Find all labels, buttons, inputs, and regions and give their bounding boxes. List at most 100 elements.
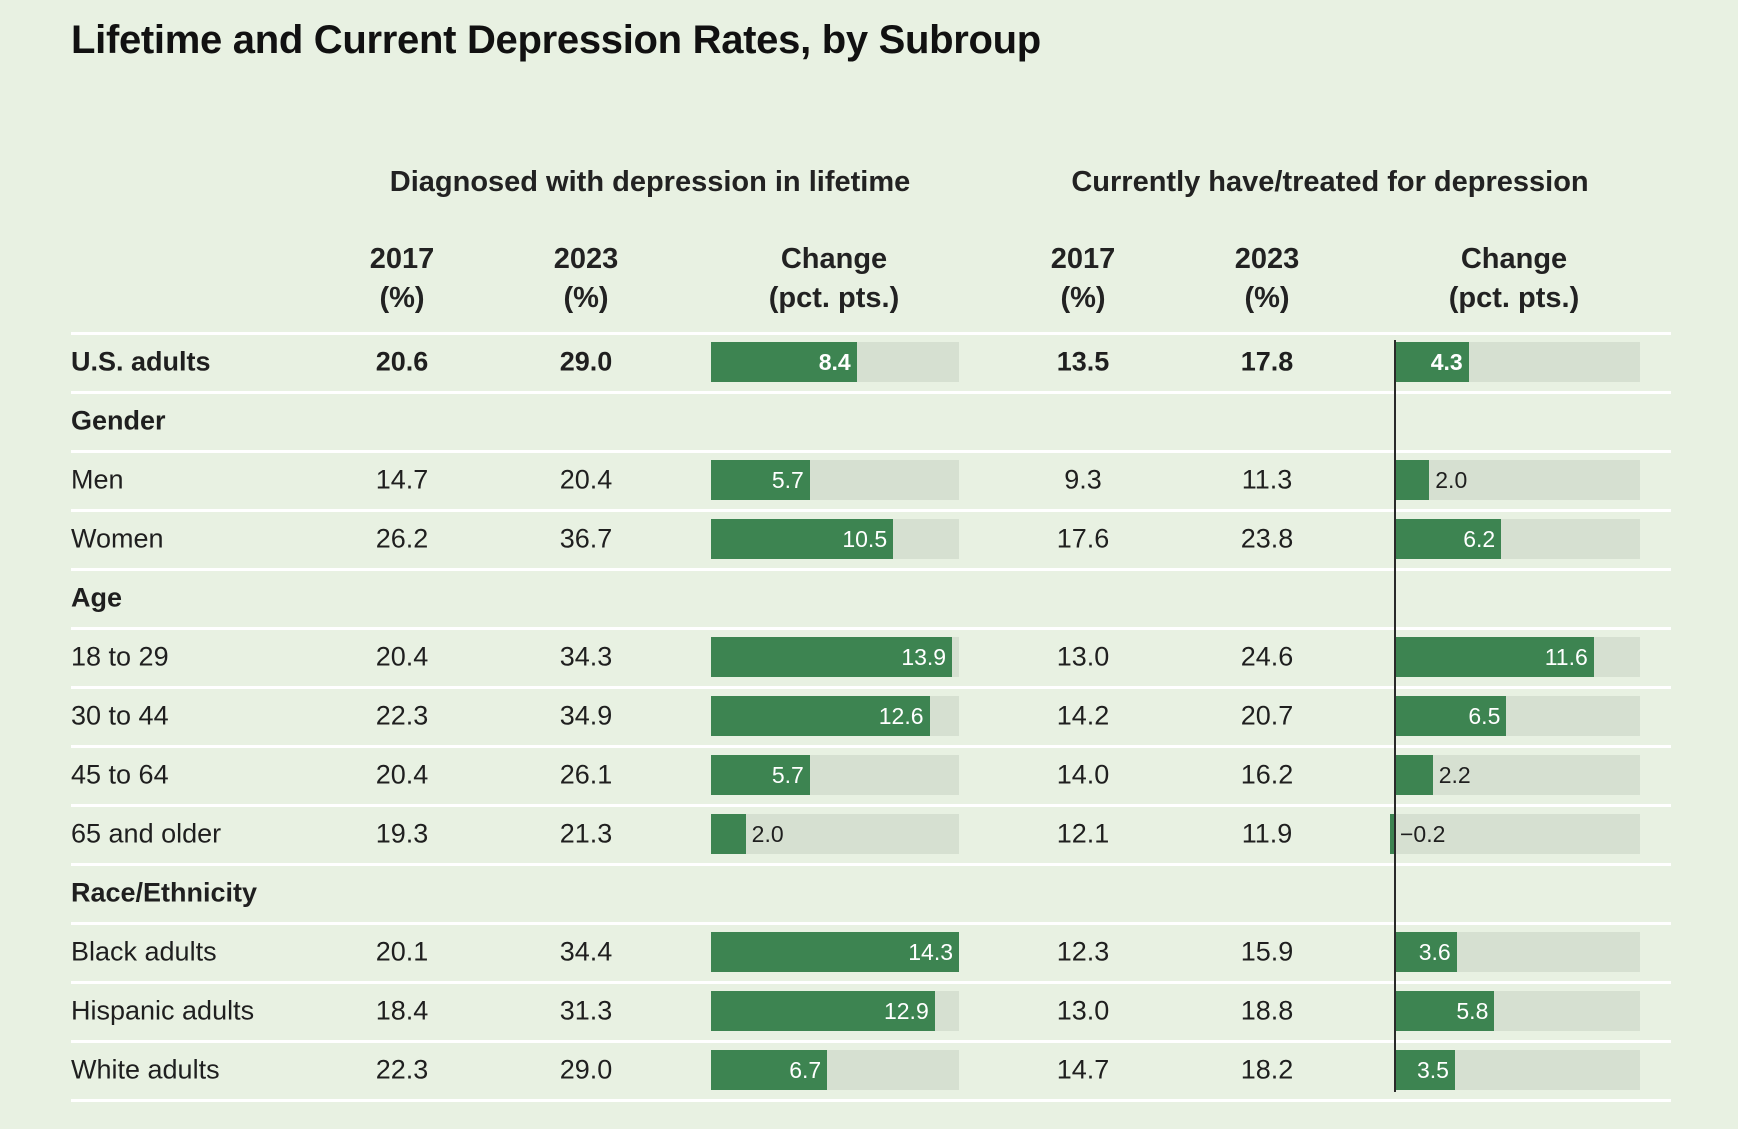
lifetime-change-bar	[711, 519, 894, 559]
row-divider	[71, 685, 1671, 689]
lifetime-2023-value: 34.9	[559, 700, 613, 731]
col-header-unit: (%)	[379, 282, 425, 314]
current-2017-value: 12.3	[1056, 936, 1110, 967]
current-2017-value: 14.0	[1056, 759, 1110, 790]
current-2023-value: 15.9	[1240, 936, 1294, 967]
current-change-label: 6.5	[1468, 703, 1501, 729]
section-label: Age	[71, 582, 123, 613]
lifetime-change-label: 6.7	[789, 1057, 822, 1083]
lifetime-2023-value: 20.4	[559, 464, 613, 495]
lifetime-2023-value: 21.3	[559, 818, 613, 849]
current-change-label: 2.2	[1438, 762, 1471, 788]
lifetime-change-track: 5.7	[711, 755, 959, 795]
lifetime-2017-value: 22.3	[375, 700, 429, 731]
chart-title: Lifetime and Current Depression Rates, b…	[71, 18, 1041, 62]
current-change-bar	[1390, 814, 1395, 854]
row-divider	[71, 626, 1671, 630]
col-header-change: Change	[780, 243, 888, 275]
lifetime-change-label: 5.7	[771, 762, 804, 788]
lifetime-change-bar	[711, 755, 810, 795]
current-2017-value: 14.7	[1056, 1054, 1110, 1085]
col-header-current-change: Change (pct. pts.)	[1449, 240, 1580, 318]
lifetime-2017-value: 26.2	[375, 523, 429, 554]
lifetime-change-bar	[711, 1050, 828, 1090]
lifetime-change-track: 13.9	[711, 637, 959, 677]
row-divider	[71, 449, 1671, 453]
lifetime-2017-value: 14.7	[375, 464, 429, 495]
current-change-track: 3.6	[1395, 932, 1640, 972]
row-divider	[71, 921, 1671, 925]
lifetime-change-track: 5.7	[711, 460, 959, 500]
row-label: 18 to 29	[71, 641, 169, 672]
current-2023-value: 24.6	[1240, 641, 1294, 672]
current-change-track: 6.5	[1395, 696, 1640, 736]
lifetime-change-track: 2.0	[711, 814, 959, 854]
current-change-label: 6.2	[1463, 526, 1496, 552]
lifetime-2017-value: 20.4	[375, 759, 429, 790]
current-change-label: 3.6	[1418, 939, 1451, 965]
current-change-label: 4.3	[1430, 349, 1463, 375]
current-change-track: 3.5	[1395, 1050, 1640, 1090]
row-divider	[71, 508, 1671, 512]
group-header-current: Currently have/treated for depression	[1071, 166, 1589, 198]
row-divider	[71, 1098, 1671, 1102]
lifetime-change-bar	[711, 991, 935, 1031]
lifetime-2023-value: 34.4	[559, 936, 613, 967]
row-label: Men	[71, 464, 124, 495]
col-header-unit: (pct. pts.)	[1448, 282, 1580, 314]
current-2023-value: 23.8	[1240, 523, 1294, 554]
current-2023-value: 18.8	[1240, 995, 1294, 1026]
lifetime-change-track: 12.9	[711, 991, 959, 1031]
row-label: Black adults	[71, 936, 217, 967]
row-label: 45 to 64	[71, 759, 169, 790]
lifetime-2023-value: 31.3	[559, 995, 613, 1026]
current-2017-value: 17.6	[1056, 523, 1110, 554]
col-header-year: 2017	[1050, 243, 1116, 275]
lifetime-change-label: 12.6	[878, 703, 924, 729]
row-divider	[71, 803, 1671, 807]
lifetime-change-bar	[711, 460, 810, 500]
current-change-bar	[1395, 1050, 1455, 1090]
current-2017-value: 13.0	[1056, 641, 1110, 672]
lifetime-change-bar	[711, 814, 746, 854]
group-header-lifetime: Diagnosed with depression in lifetime	[389, 166, 911, 198]
current-change-track: 5.8	[1395, 991, 1640, 1031]
lifetime-change-track: 8.4	[711, 342, 959, 382]
header-rule	[71, 331, 1671, 335]
current-change-track: −0.2	[1390, 814, 1640, 854]
current-change-label: −0.2	[1400, 821, 1446, 847]
col-header-lifetime-change: Change (pct. pts.)	[769, 240, 900, 318]
current-change-label: 11.6	[1544, 644, 1588, 670]
lifetime-2023-value: 29.0	[559, 346, 613, 377]
row-divider	[71, 567, 1671, 571]
lifetime-2023-value: 29.0	[559, 1054, 613, 1085]
lifetime-change-label: 13.9	[901, 644, 947, 670]
lifetime-2023-value: 26.1	[559, 759, 613, 790]
row-divider	[71, 390, 1671, 394]
lifetime-change-track: 10.5	[711, 519, 959, 559]
current-change-track: 6.2	[1395, 519, 1640, 559]
lifetime-2017-value: 20.4	[375, 641, 429, 672]
current-change-bar	[1395, 519, 1502, 559]
col-header-current-2023: 2023 (%)	[1235, 240, 1300, 318]
lifetime-change-label: 2.0	[751, 821, 784, 847]
col-header-unit: (%)	[1244, 282, 1290, 314]
col-header-lifetime-2023: 2023 (%)	[554, 240, 619, 318]
row-label: Women	[71, 523, 164, 554]
col-header-lifetime-2017: 2017 (%)	[370, 240, 435, 318]
lifetime-2017-value: 18.4	[375, 995, 429, 1026]
current-2017-value: 13.5	[1056, 346, 1110, 377]
lifetime-change-label: 8.4	[818, 349, 851, 375]
current-change-track: 11.6	[1395, 637, 1640, 677]
col-header-unit: (pct. pts.)	[768, 282, 900, 314]
current-change-bar	[1395, 696, 1507, 736]
current-2017-value: 13.0	[1056, 995, 1110, 1026]
col-header-year: 2023	[1234, 243, 1300, 275]
section-label: Race/Ethnicity	[71, 877, 258, 908]
current-2017-value: 14.2	[1056, 700, 1110, 731]
current-change-track: 2.0	[1395, 460, 1640, 500]
col-header-year: 2017	[369, 243, 435, 275]
current-2023-value: 11.9	[1241, 818, 1293, 849]
lifetime-change-bar	[711, 342, 857, 382]
lifetime-change-track: 6.7	[711, 1050, 959, 1090]
